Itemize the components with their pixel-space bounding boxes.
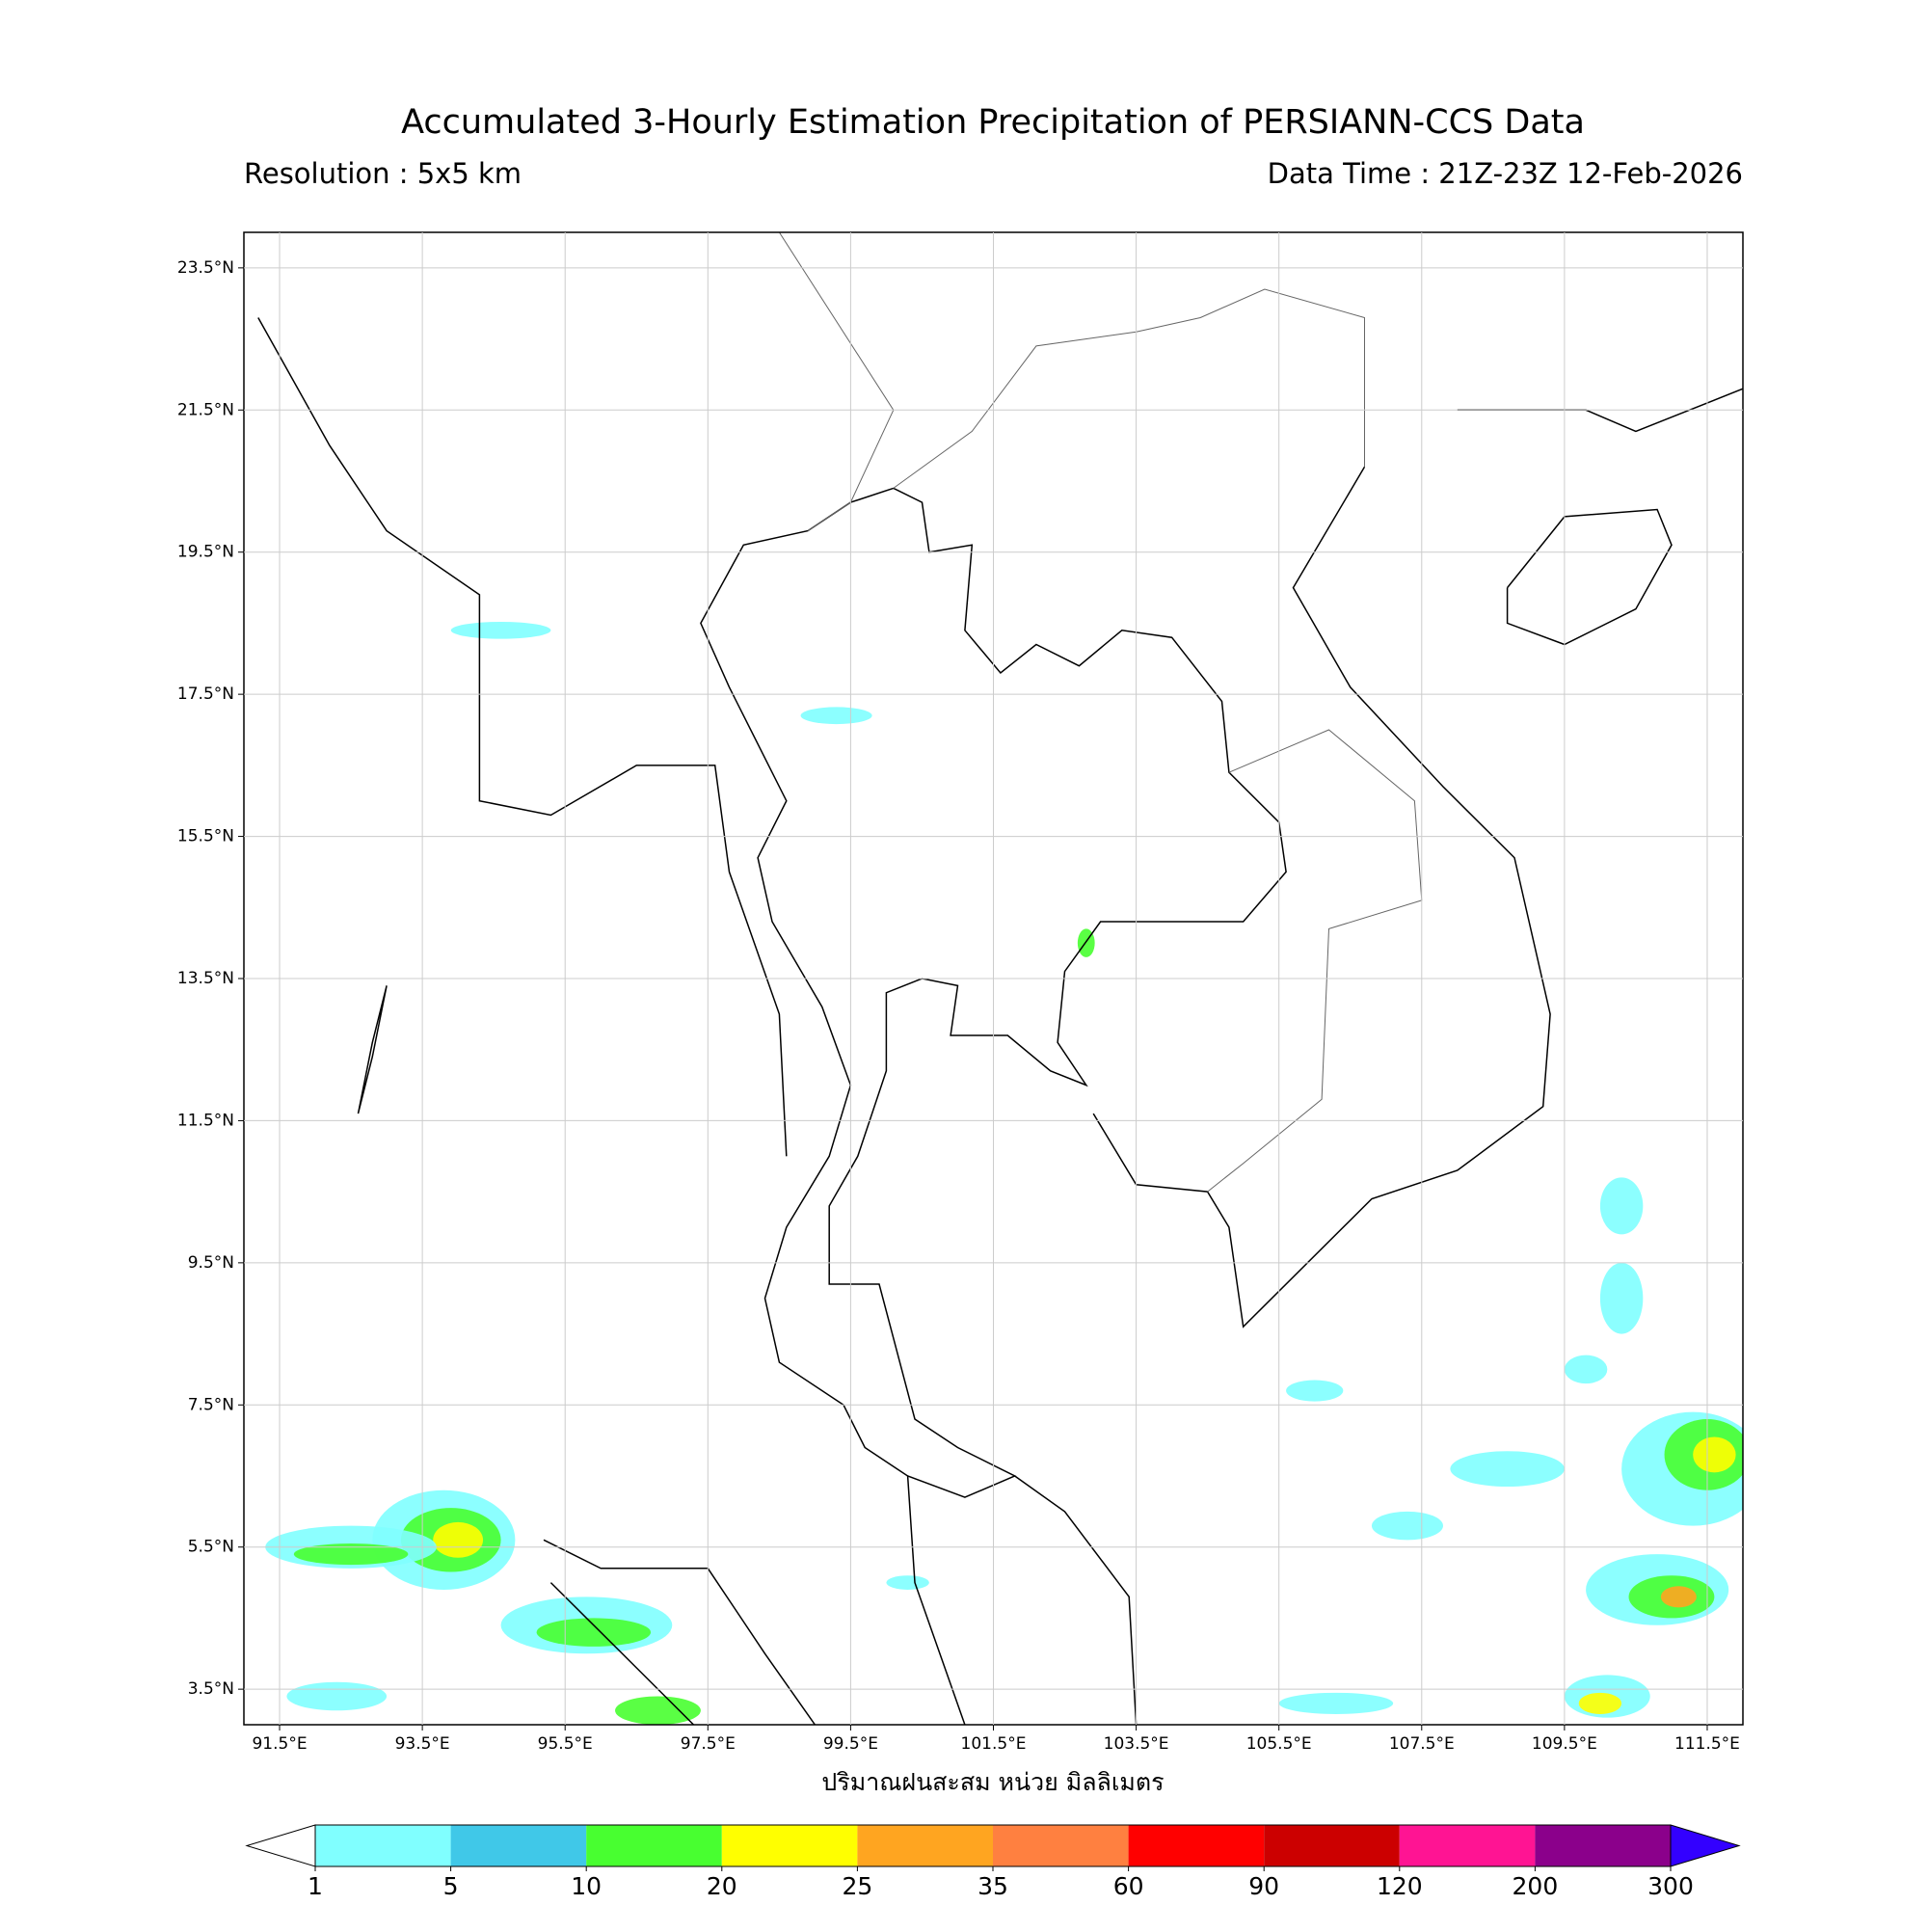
colorbar-label: 1 xyxy=(308,1872,323,1900)
border xyxy=(1207,729,1423,1193)
rain-area xyxy=(1693,1436,1736,1473)
x-tick-label: 109.5°E xyxy=(1532,1734,1597,1754)
x-tick-label: 93.5°E xyxy=(395,1734,450,1754)
colorbar-segment xyxy=(1264,1825,1400,1866)
border xyxy=(778,232,895,532)
rain-area xyxy=(1599,1177,1644,1235)
colorbar-label: 5 xyxy=(443,1872,459,1900)
x-tick-label: 103.5°E xyxy=(1104,1734,1169,1754)
y-tick-label: 5.5°N xyxy=(188,1538,234,1557)
y-tick-label: 21.5°N xyxy=(177,400,234,419)
y-tick-label: 9.5°N xyxy=(188,1253,234,1273)
title: Accumulated 3-Hourly Estimation Precipit… xyxy=(401,103,1585,142)
colorbar-label: 10 xyxy=(571,1872,602,1900)
rain-area xyxy=(433,1521,484,1558)
x-tick-label: 97.5°E xyxy=(681,1734,736,1754)
x-tick-label: 101.5°E xyxy=(961,1734,1027,1754)
rain-area xyxy=(615,1696,701,1725)
colorbar-segment xyxy=(857,1825,993,1866)
rain-area xyxy=(1371,1511,1443,1541)
coastline xyxy=(1092,466,1551,1328)
border xyxy=(893,288,1365,489)
rain-area xyxy=(1450,1451,1565,1488)
colorbar-segment xyxy=(993,1825,1129,1866)
y-tick-label: 3.5°N xyxy=(188,1679,234,1699)
coastline xyxy=(1506,508,1673,646)
x-tick-label: 99.5°E xyxy=(823,1734,878,1754)
y-tick-label: 13.5°N xyxy=(177,969,234,988)
rain-area xyxy=(536,1618,652,1647)
colorbar-label: 60 xyxy=(1113,1872,1144,1900)
x-tick-label: 105.5°E xyxy=(1246,1734,1312,1754)
y-tick-label: 19.5°N xyxy=(177,543,234,562)
coastline xyxy=(257,317,788,1157)
x-tick-label: 95.5°E xyxy=(538,1734,593,1754)
rain-area xyxy=(286,1681,388,1711)
x-tick-label: 111.5°E xyxy=(1674,1734,1740,1754)
rain-area xyxy=(1660,1586,1697,1608)
rain-area xyxy=(450,621,551,639)
colorbar-segment xyxy=(721,1825,858,1866)
rain-area xyxy=(1564,1355,1608,1384)
data-time: Data Time : 21Z-23Z 12-Feb-2026 xyxy=(1268,157,1743,190)
rain-area xyxy=(1286,1380,1344,1402)
colorbar-over xyxy=(1670,1824,1741,1867)
coastline xyxy=(700,487,1287,1498)
coastline xyxy=(1014,1475,1138,1725)
rain-area xyxy=(293,1543,409,1566)
colorbar-label: 20 xyxy=(707,1872,737,1900)
rain-area xyxy=(1278,1692,1394,1714)
rain-area xyxy=(886,1575,929,1590)
colorbar-segment xyxy=(1128,1825,1265,1866)
y-tick-label: 7.5°N xyxy=(188,1395,234,1414)
coastline xyxy=(906,1475,966,1725)
resolution: Resolution : 5x5 km xyxy=(244,157,522,190)
rain-area xyxy=(1599,1262,1644,1334)
colorbar-label: 25 xyxy=(842,1872,872,1900)
y-tick-label: 15.5°N xyxy=(177,827,234,846)
x-tick-label: 107.5°E xyxy=(1389,1734,1455,1754)
coastline xyxy=(357,985,388,1114)
y-tick-label: 17.5°N xyxy=(177,684,234,704)
colorbar-segment xyxy=(450,1825,587,1866)
colorbar-segment xyxy=(315,1825,451,1866)
colorbar-segment xyxy=(1399,1825,1536,1866)
colorbar-segment xyxy=(1535,1825,1671,1866)
y-tick-label: 23.5°N xyxy=(177,258,234,278)
x-axis-label: ปริมาณฝนสะสม หน่วย มิลลิเมตร xyxy=(821,1768,1164,1796)
colorbar-label: 35 xyxy=(977,1872,1008,1900)
colorbar-under xyxy=(245,1824,316,1867)
colorbar-label: 120 xyxy=(1377,1872,1423,1900)
colorbar-label: 200 xyxy=(1513,1872,1559,1900)
colorbar-label: 90 xyxy=(1248,1872,1279,1900)
colorbar-segment xyxy=(586,1825,722,1866)
coastline xyxy=(549,1582,695,1725)
colorbar-label: 300 xyxy=(1647,1872,1694,1900)
rain-area xyxy=(800,707,872,725)
x-tick-label: 91.5°E xyxy=(252,1734,307,1754)
rain-area xyxy=(1578,1692,1622,1714)
y-tick-label: 11.5°N xyxy=(177,1111,234,1130)
